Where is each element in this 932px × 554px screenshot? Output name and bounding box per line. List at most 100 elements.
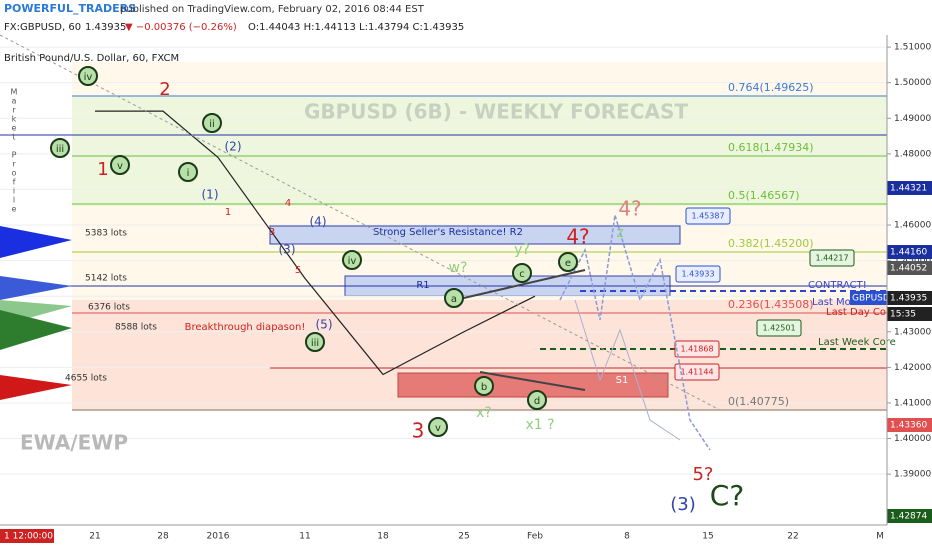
wave-circle bbox=[202, 113, 222, 133]
brand: EWA/EWP bbox=[20, 431, 128, 455]
price-box-label: 1.42501 bbox=[762, 324, 795, 333]
wave-label: 3 bbox=[412, 419, 425, 443]
price-line bbox=[95, 110, 536, 376]
wave-label: iii bbox=[311, 338, 319, 349]
x-tick-label: 25 bbox=[458, 532, 469, 542]
ohlc: O:1.44043 H:1.44113 L:1.43794 C:1.43935 bbox=[248, 22, 464, 33]
wave-label: iv bbox=[84, 72, 93, 83]
wave-circle bbox=[342, 250, 362, 270]
y-tick-label: 1.51000 bbox=[894, 43, 931, 53]
zone-label: R1 bbox=[416, 280, 429, 291]
lots-label: 5383 lots bbox=[85, 229, 127, 239]
zone-label: S1 bbox=[616, 375, 629, 386]
wave-label: 1 bbox=[97, 159, 108, 180]
market-profile-letter: r bbox=[12, 160, 16, 169]
wave-label: 3 bbox=[269, 227, 275, 238]
price-tag-label: 1.44052 bbox=[890, 264, 927, 274]
market-profile-letter: a bbox=[12, 97, 17, 106]
legend: British Pound/U.S. Dollar, 60, FXCM bbox=[4, 53, 179, 64]
wave-label: 1 bbox=[225, 207, 231, 218]
zone-label: CONTRACT! bbox=[808, 280, 867, 291]
market-profile-letter: r bbox=[12, 106, 16, 115]
wave-label: (4) bbox=[310, 215, 327, 229]
lots-label: 6376 lots bbox=[88, 303, 130, 313]
published: published on TradingView.com, February 0… bbox=[120, 4, 425, 15]
price-tag-label: 1.42874 bbox=[890, 512, 927, 522]
market-profile-letter: o bbox=[12, 169, 17, 178]
wave-circle bbox=[444, 288, 464, 308]
price-tag bbox=[887, 261, 932, 275]
volume-profile bbox=[0, 310, 72, 350]
wave-label: 4? bbox=[566, 225, 589, 249]
volume-profile bbox=[0, 375, 72, 400]
y-tick-label: 1.43000 bbox=[894, 327, 931, 337]
x-tick-label: 2016 bbox=[207, 532, 230, 542]
price-tag bbox=[887, 181, 932, 195]
price-tag bbox=[887, 245, 932, 259]
price-box-label: 1.41144 bbox=[680, 368, 713, 377]
market-profile-letter: M bbox=[11, 88, 18, 97]
r2-zone bbox=[269, 225, 681, 245]
wave-label: e bbox=[565, 258, 571, 269]
market-profile-letter: i bbox=[13, 187, 15, 196]
price-tag bbox=[850, 291, 888, 305]
price-box-label: 1.45387 bbox=[691, 212, 724, 221]
wave-label: ii bbox=[209, 119, 215, 130]
fib-label: 0.764(1.49625) bbox=[728, 81, 814, 94]
y-tick-label: 1.48000 bbox=[894, 149, 931, 159]
y-tick-label: 1.46000 bbox=[894, 221, 931, 231]
wave-label: C? bbox=[710, 479, 744, 512]
wave-label: 4 bbox=[285, 198, 291, 209]
y-tick-label: 1.40000 bbox=[894, 434, 931, 444]
watermark: GBPUSD (6B) - WEEKLY FORECAST bbox=[304, 100, 688, 124]
change: ▼ −0.00376 (−0.26%) bbox=[125, 22, 237, 33]
market-profile-letter: f bbox=[13, 178, 16, 187]
zone-label: Last Month bbox=[812, 297, 867, 308]
wave-circle bbox=[305, 332, 325, 352]
wave-label: b bbox=[481, 382, 487, 393]
x-tick-label: 22 bbox=[787, 532, 798, 542]
trend-line bbox=[454, 269, 586, 301]
y-tick-label: 1.41000 bbox=[894, 398, 931, 408]
y-tick-label: 1.39000 bbox=[894, 470, 931, 480]
wave-circle bbox=[78, 66, 98, 86]
wave-circle bbox=[512, 263, 532, 283]
wave-label: (3) bbox=[670, 494, 696, 515]
wave-label: v bbox=[435, 423, 441, 434]
zone-label: Breakthrough diapason! bbox=[185, 322, 306, 333]
forecast-path bbox=[559, 214, 711, 451]
market-profile-letter: e bbox=[12, 205, 17, 214]
market-profile-letter: l bbox=[13, 196, 15, 205]
wave-circle bbox=[527, 390, 547, 410]
wave-label: 2 bbox=[159, 79, 170, 100]
wave-label: 5? bbox=[692, 464, 713, 485]
x-tick-label: 8 bbox=[624, 532, 630, 542]
price-box-label: 1.44217 bbox=[815, 254, 848, 263]
zone-label: Last Week Core bbox=[818, 337, 896, 348]
market-profile-letter: e bbox=[12, 124, 17, 133]
price-tag-label: 15:35 bbox=[890, 310, 916, 320]
last: 1.43935 bbox=[85, 22, 126, 33]
wave-circle bbox=[178, 162, 198, 182]
fib-label: 0.236(1.43508) bbox=[728, 298, 814, 311]
wave-circle bbox=[428, 417, 448, 437]
wave-label: iii bbox=[56, 144, 64, 155]
price-box-label: 1.43933 bbox=[681, 270, 714, 279]
wave-circle bbox=[110, 155, 130, 175]
wave-label: w? bbox=[449, 260, 468, 276]
wave-label: i bbox=[187, 168, 190, 179]
y-tick-label: 1.50000 bbox=[894, 78, 931, 88]
x-tick-label: 18 bbox=[377, 532, 389, 542]
price-box bbox=[674, 340, 720, 358]
fib-label: 0.382(1.45200) bbox=[728, 237, 814, 250]
price-tag bbox=[887, 509, 932, 523]
wave-label: 4? bbox=[618, 197, 641, 221]
y-tick-label: 1.42000 bbox=[894, 363, 931, 373]
volume-profile bbox=[0, 226, 72, 258]
lots-label: 5142 lots bbox=[85, 274, 127, 284]
price-tag-label: GBPUSD bbox=[852, 294, 890, 304]
market-profile-letter: k bbox=[12, 115, 17, 124]
wave-label: (3) bbox=[279, 243, 296, 257]
forecast-path bbox=[574, 299, 681, 441]
wave-label: (2) bbox=[225, 140, 242, 154]
